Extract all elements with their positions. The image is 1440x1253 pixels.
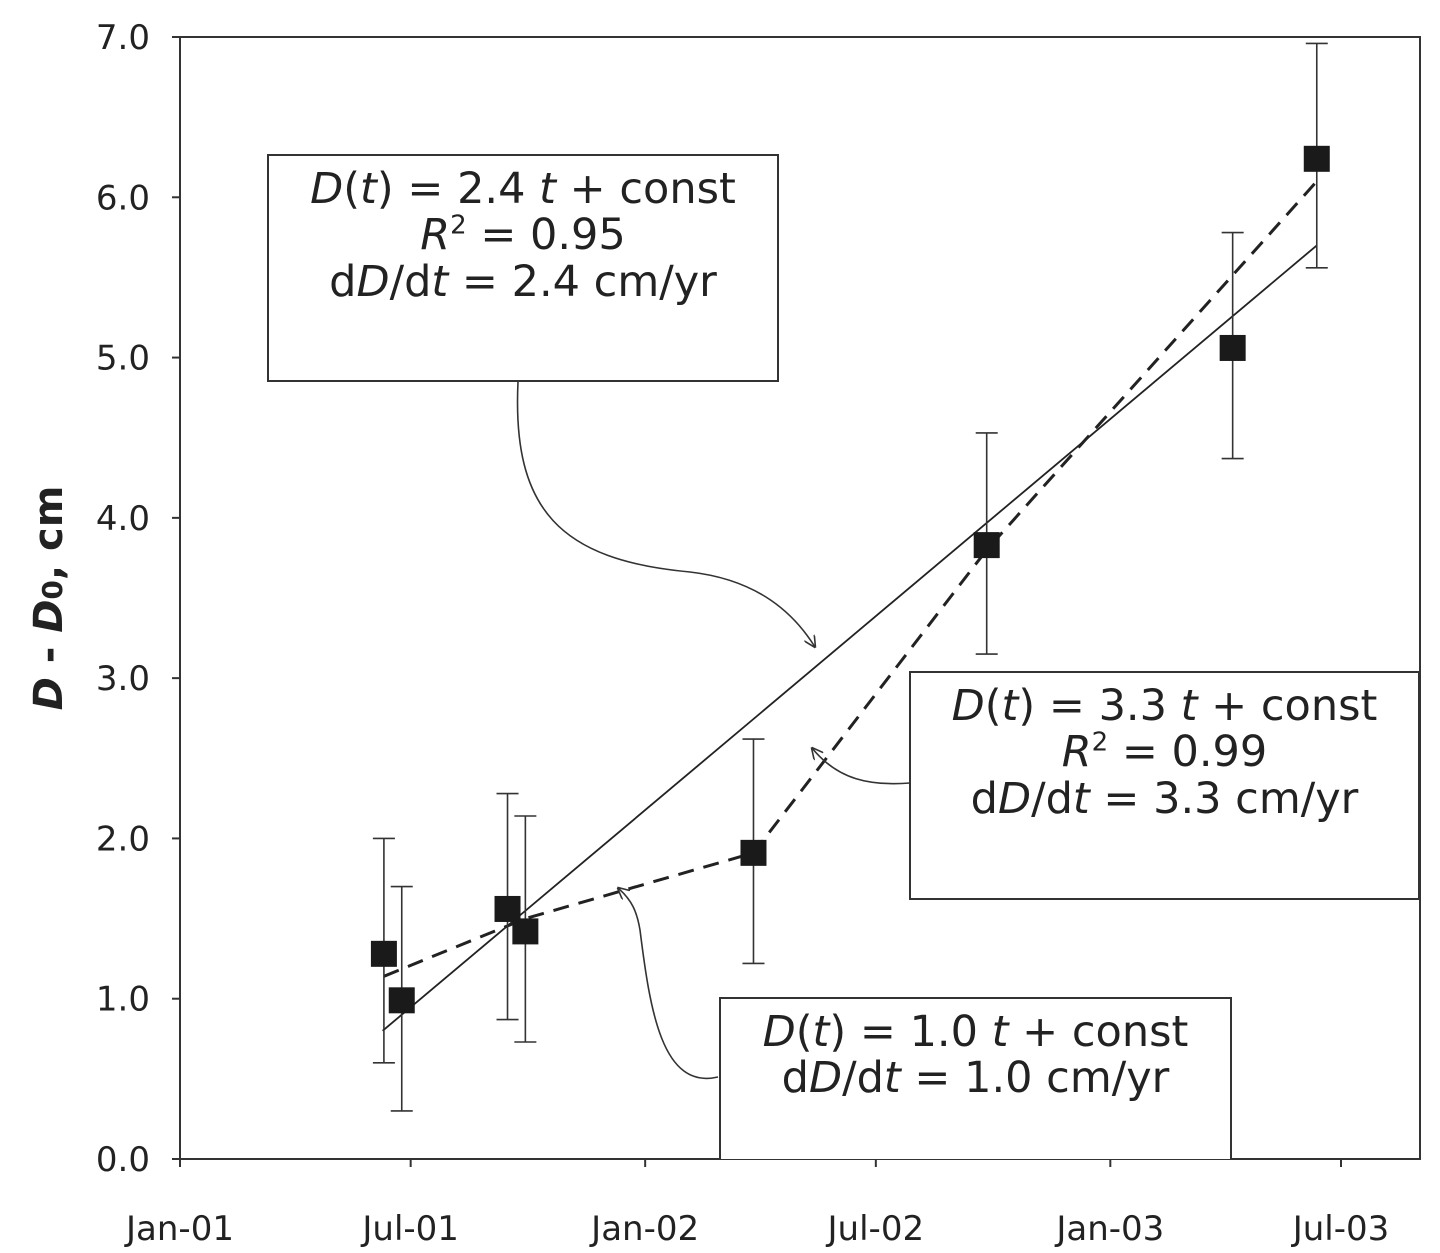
annotation-fit-3-3: D(t) = 3.3 t + const R2 = 0.99 dD/dt = 3.3… bbox=[909, 671, 1420, 900]
y-axis-title-unit: , cm bbox=[26, 486, 72, 581]
annotation-text: = 1.0 cm/yr bbox=[900, 1053, 1170, 1104]
data-point bbox=[512, 918, 539, 945]
y-tick-label: 5.0 bbox=[96, 339, 150, 379]
annotation-text: /d bbox=[1031, 773, 1073, 824]
annotation-text: ( bbox=[795, 1007, 813, 1057]
annotation-text: D bbox=[951, 681, 985, 731]
annotation-text: = 0.95 bbox=[466, 210, 626, 261]
annotation-fit-2-4: D(t) = 2.4 t + const R2 = 0.95 dD/dt = 2.4… bbox=[267, 154, 779, 382]
y-tick-label: 7.0 bbox=[96, 18, 150, 58]
x-tick-label: Jan-02 bbox=[589, 1209, 699, 1249]
annotation-text: ( bbox=[984, 681, 1002, 731]
y-tick-label: 2.0 bbox=[96, 819, 150, 859]
annotation-text: d bbox=[781, 1053, 809, 1104]
annotation-text: D bbox=[997, 773, 1032, 824]
data-points bbox=[370, 145, 1330, 1014]
y-axis-title-sub: 0 bbox=[36, 580, 69, 599]
annotation-line: D(t) = 1.0 t + const bbox=[727, 1009, 1224, 1055]
annotation-line: D(t) = 3.3 t + const bbox=[917, 683, 1412, 729]
data-point bbox=[1219, 334, 1246, 361]
annotation-text: t bbox=[1180, 681, 1198, 731]
data-point bbox=[494, 895, 521, 922]
y-axis-title: D - D0, cm bbox=[26, 486, 72, 711]
x-tick-label: Jan-01 bbox=[124, 1209, 234, 1249]
annotation-text: 2 bbox=[1091, 728, 1109, 759]
annotation-text: /d bbox=[389, 256, 432, 307]
annotation-text: d bbox=[329, 256, 357, 307]
annotation-text: + const bbox=[556, 164, 736, 214]
annotation-text: ) = 3.3 bbox=[1018, 681, 1181, 731]
annotation-line: R2 = 0.95 bbox=[275, 212, 771, 258]
y-axis-ticks: 0.0 1.0 2.0 3.0 4.0 5.0 6.0 7.0 bbox=[96, 18, 180, 1180]
annotation-fit-1-0: D(t) = 1.0 t + const dD/dt = 1.0 cm/yr bbox=[719, 997, 1232, 1159]
annotation-text: D bbox=[356, 256, 390, 307]
annotation-text: 2 bbox=[450, 211, 467, 242]
data-point bbox=[973, 532, 1000, 559]
callout-arrows bbox=[516, 381, 911, 1080]
x-tick-label: Jan-03 bbox=[1054, 1209, 1164, 1249]
y-tick-label: 1.0 bbox=[96, 980, 150, 1020]
y-axis-title-sep: - bbox=[26, 633, 72, 677]
data-point bbox=[388, 987, 415, 1014]
annotation-text: /d bbox=[842, 1053, 884, 1104]
annotation-text: ) = 2.4 bbox=[376, 164, 540, 214]
annotation-text: t bbox=[539, 164, 556, 214]
annotation-text: t bbox=[883, 1053, 901, 1104]
y-tick-label: 4.0 bbox=[96, 499, 150, 539]
data-point bbox=[1303, 145, 1330, 172]
arrow-fit-1-0 bbox=[618, 888, 719, 1080]
annotation-text: = 3.3 cm/yr bbox=[1089, 773, 1359, 824]
annotation-text: t bbox=[1001, 681, 1019, 731]
annotation-text: + const bbox=[1197, 681, 1378, 731]
annotation-line: R2 = 0.99 bbox=[917, 729, 1412, 775]
data-point bbox=[740, 839, 767, 866]
y-tick-label: 0.0 bbox=[96, 1140, 150, 1180]
annotation-line: dD/dt = 1.0 cm/yr bbox=[727, 1055, 1224, 1101]
annotation-text: D bbox=[762, 1007, 796, 1057]
arrow-fit-3-3 bbox=[812, 748, 911, 785]
x-tick-label: Jul-01 bbox=[360, 1209, 459, 1249]
x-tick-label: Jul-03 bbox=[1291, 1209, 1390, 1249]
annotation-text: t bbox=[1072, 773, 1090, 824]
y-tick-label: 3.0 bbox=[96, 659, 150, 699]
data-point bbox=[370, 940, 397, 967]
annotation-text: = 2.4 cm/yr bbox=[448, 256, 717, 307]
annotation-text: = 0.99 bbox=[1108, 727, 1268, 778]
annotation-text: R bbox=[420, 210, 451, 261]
annotation-text: t bbox=[991, 1007, 1009, 1057]
annotation-text: ( bbox=[343, 164, 361, 214]
y-tick-label: 6.0 bbox=[96, 178, 150, 218]
annotation-text: d bbox=[970, 773, 998, 824]
x-tick-label: Jul-02 bbox=[826, 1209, 925, 1249]
annotation-text: t bbox=[360, 164, 377, 214]
y-axis-title-var: D bbox=[26, 677, 72, 710]
annotation-text: t bbox=[431, 256, 449, 307]
fit-line-solid bbox=[382, 244, 1318, 1032]
annotation-text: D bbox=[808, 1053, 843, 1104]
annotation-line: dD/dt = 3.3 cm/yr bbox=[917, 776, 1412, 822]
annotation-line: D(t) = 2.4 t + const bbox=[275, 166, 771, 212]
annotation-text: t bbox=[812, 1007, 830, 1057]
annotation-text: + const bbox=[1008, 1007, 1189, 1057]
annotation-text: D bbox=[310, 164, 344, 214]
x-axis-ticks: Jan-01 Jul-01 Jan-02 Jul-02 Jan-03 Jul-03 bbox=[124, 1159, 1389, 1249]
annotation-text: ) = 1.0 bbox=[829, 1007, 992, 1057]
arrow-fit-2-4 bbox=[516, 381, 815, 647]
annotation-line: dD/dt = 2.4 cm/yr bbox=[275, 259, 771, 305]
y-axis-title-var2: D bbox=[26, 600, 72, 633]
annotation-text: R bbox=[1061, 727, 1092, 778]
